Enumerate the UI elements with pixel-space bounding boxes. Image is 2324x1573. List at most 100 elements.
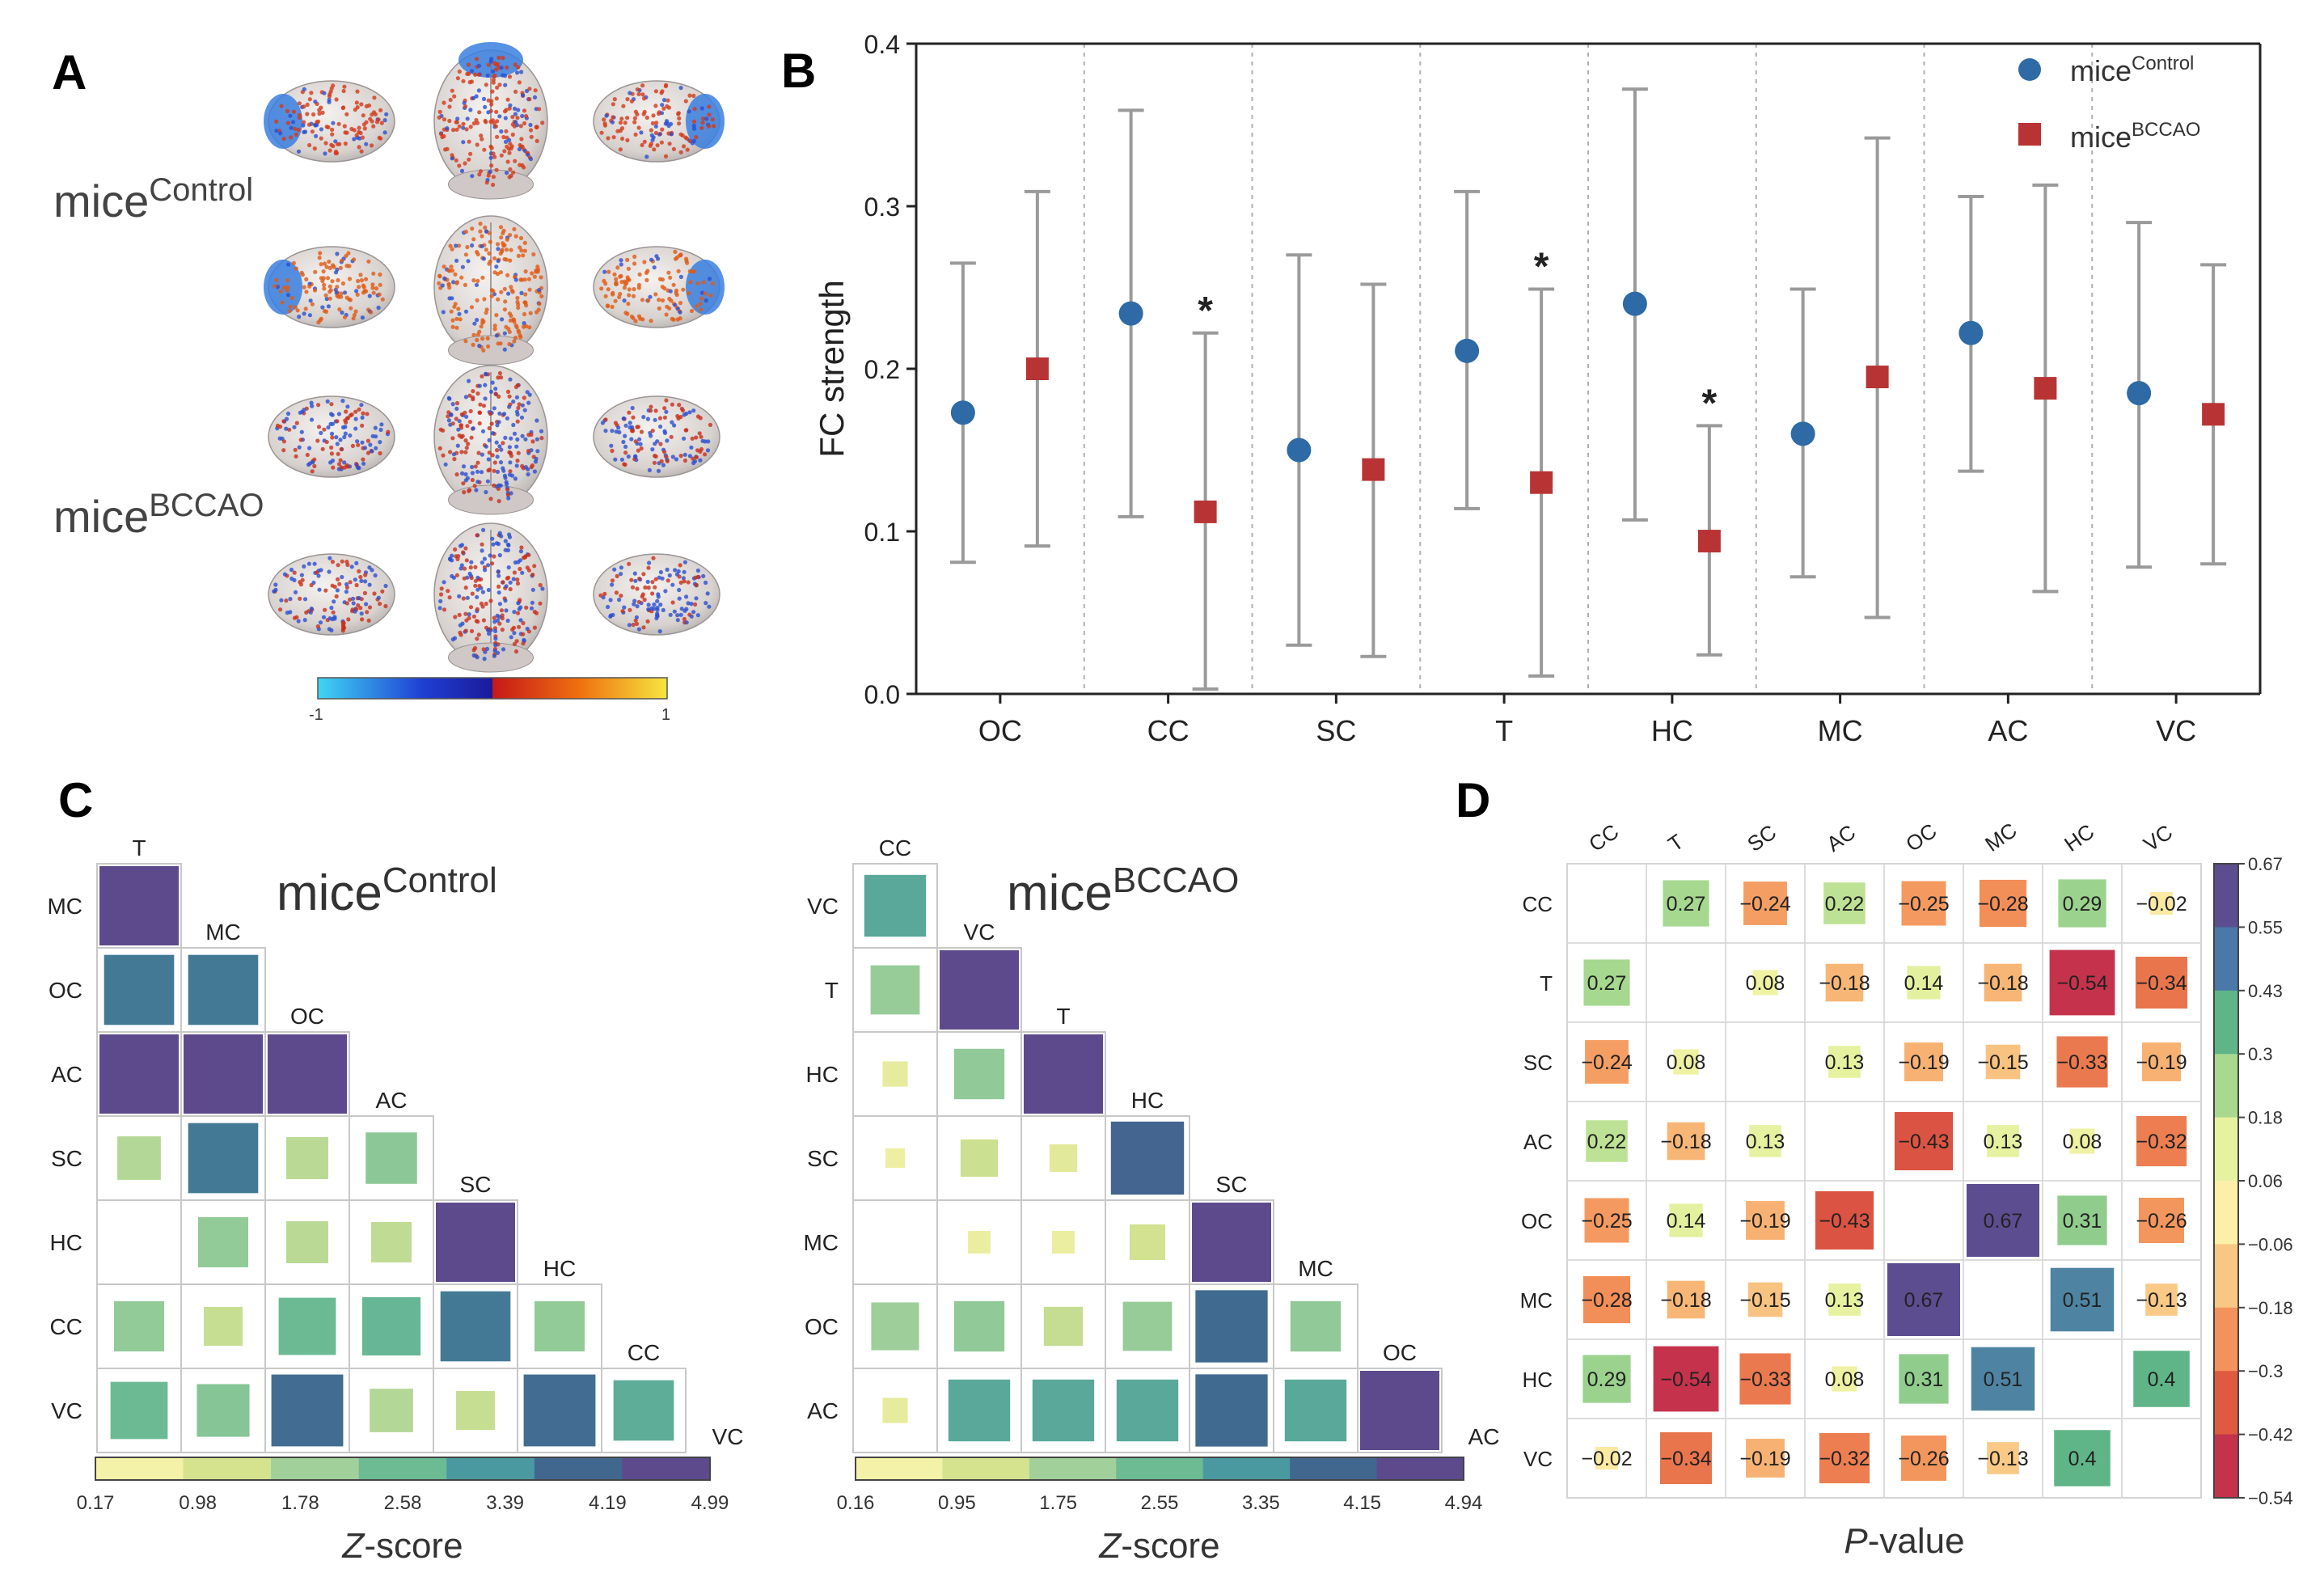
brain-view	[433, 42, 548, 200]
matrix-square	[188, 954, 259, 1025]
matrix-square	[882, 1061, 908, 1087]
matrix-value: 0.31	[1904, 1368, 1944, 1391]
colorbar-tick-label: −0.3	[2248, 1361, 2283, 1381]
matrix-square	[1823, 882, 1866, 924]
x-tick-label: MC	[1818, 714, 1863, 747]
matrix-square	[2145, 1283, 2178, 1316]
data-point-group	[1118, 108, 1144, 518]
brain-view	[264, 80, 395, 163]
matrix-value: 0.31	[2063, 1210, 2102, 1233]
row-label: CC	[1522, 892, 1553, 916]
matrix-value: 0.14	[1667, 1210, 1706, 1233]
matrix-value: 0.29	[1587, 1368, 1627, 1391]
point-control	[1958, 320, 1984, 345]
colorbar-segment	[1202, 1457, 1291, 1480]
colorbar-tick-label: 4.94	[1445, 1492, 1483, 1514]
matrix-value: −0.32	[2136, 1131, 2187, 1153]
matrix-value: −0.54	[1660, 1368, 1711, 1391]
matrix-square	[1049, 1144, 1078, 1173]
matrix-square	[1116, 1379, 1179, 1442]
matrix-value: −0.02	[2136, 893, 2187, 915]
row-label: AC	[807, 1398, 839, 1423]
matrix-square	[370, 1221, 412, 1263]
row-label: MC	[1520, 1288, 1553, 1313]
column-label: MC	[1980, 818, 2021, 856]
column-label: HC	[1131, 1088, 1164, 1113]
matrix-square	[1195, 1290, 1268, 1363]
point-bccao	[2034, 377, 2057, 400]
matrix-value: −0.19	[1898, 1051, 1949, 1074]
brain-view	[593, 553, 720, 636]
data-point-group	[1024, 189, 1050, 548]
matrix-square	[268, 1034, 347, 1114]
matrix-square	[1907, 966, 1941, 1000]
matrix-square	[2138, 1197, 2185, 1244]
matrix-square	[1746, 1439, 1785, 1478]
matrix-square	[1052, 1231, 1075, 1254]
matrix-value: −0.18	[1660, 1289, 1711, 1312]
matrix-square	[882, 1398, 908, 1423]
colorbar-tick-label: 0.3	[2248, 1044, 2273, 1064]
matrix-square	[940, 950, 1019, 1030]
brain-colorbar-min: -1	[309, 706, 323, 724]
matrix-square	[2142, 1042, 2181, 1081]
colorbar-segment	[2214, 990, 2238, 1055]
legend-label-bccao: miceBCCAO	[2070, 119, 2200, 154]
colorbar-tick-label: −0.42	[2248, 1425, 2293, 1445]
matrix-square	[885, 1148, 906, 1169]
matrix-square	[1894, 1111, 1954, 1171]
matrix-square	[99, 1034, 179, 1114]
point-bccao	[1025, 357, 1049, 380]
matrix-square	[1122, 1301, 1173, 1351]
point-bccao	[1866, 366, 1889, 389]
colorbar-frame	[95, 1457, 711, 1481]
legend-marker-control	[2018, 58, 2041, 81]
matrix-value: 0.13	[1825, 1051, 1865, 1074]
panel-d-letter: D	[1456, 773, 1490, 827]
matrix-square	[1987, 1125, 2019, 1157]
colorbar-segment	[446, 1457, 535, 1480]
matrix-square	[1985, 1044, 2021, 1080]
y-tick-label: 0.2	[864, 355, 900, 384]
colorbar-tick-label: 0.98	[179, 1492, 217, 1514]
matrix-value: −0.26	[1898, 1448, 1949, 1470]
colorbar-segment	[358, 1457, 447, 1480]
colorbar-label: Z-score	[1098, 1526, 1219, 1566]
matrix-value: 0.4	[2148, 1368, 2176, 1391]
point-control	[950, 400, 975, 425]
matrix-square	[1582, 1355, 1631, 1403]
matrix-square	[1752, 970, 1778, 996]
matrix-value: −0.24	[1739, 893, 1790, 915]
data-point-group	[2032, 183, 2059, 594]
matrix-square	[960, 1139, 999, 1178]
brain-view	[433, 522, 548, 673]
matrix-value: −0.25	[1898, 893, 1949, 915]
matrix-square	[117, 1136, 161, 1180]
matrix-square	[1360, 1371, 1439, 1450]
colorbar-segment	[183, 1457, 272, 1480]
matrix-value: −0.34	[2136, 972, 2187, 995]
matrix-value: 0.4	[2068, 1448, 2097, 1470]
column-label: VC	[2139, 820, 2177, 856]
row-label: OC	[805, 1314, 839, 1339]
colorbar-segment	[534, 1457, 623, 1480]
matrix-square	[2133, 1351, 2190, 1407]
matrix-square	[1747, 1282, 1783, 1317]
matrix-square	[870, 965, 920, 1015]
matrix-square	[1659, 1431, 1713, 1485]
column-label: SC	[460, 1172, 492, 1197]
matrix-square	[197, 1216, 249, 1268]
data-point-group: *	[1192, 290, 1219, 691]
colorbar-tick-label: −0.06	[2248, 1234, 2293, 1254]
matrix-value: −0.54	[2056, 972, 2107, 995]
x-tick-label: HC	[1651, 714, 1693, 747]
row-label: SC	[51, 1146, 82, 1171]
matrix-square	[99, 866, 179, 945]
matrix-square	[1663, 880, 1709, 927]
row-label: MC	[803, 1230, 839, 1255]
data-point-group	[1958, 194, 1984, 473]
data-point-group: *	[1528, 246, 1555, 678]
colorbar-segment	[1376, 1457, 1464, 1480]
row-label: OC	[49, 978, 82, 1003]
